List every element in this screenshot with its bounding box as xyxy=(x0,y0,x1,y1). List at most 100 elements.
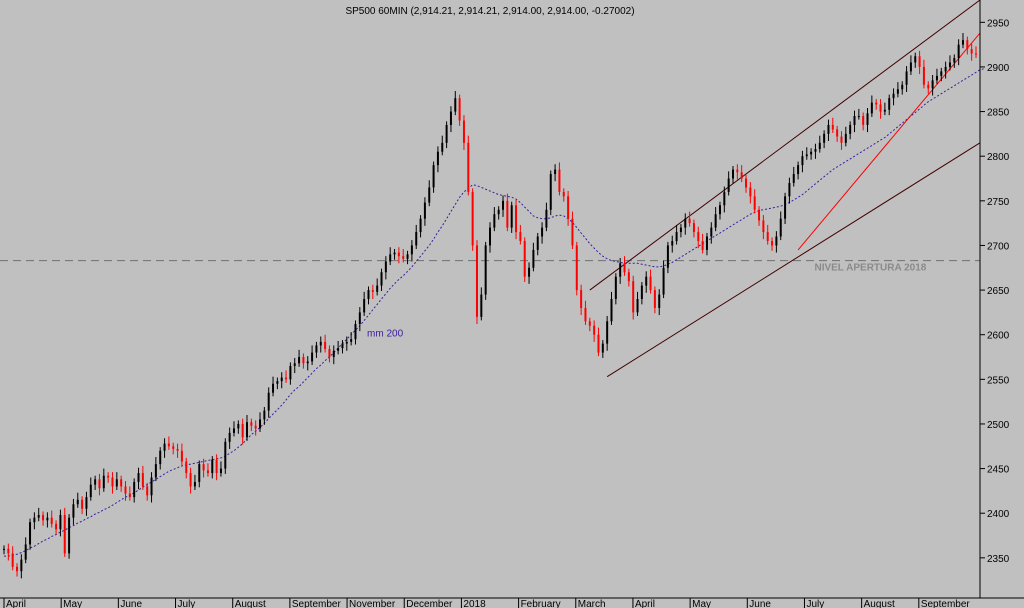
candle-body-78 xyxy=(341,343,344,349)
candle-body-88 xyxy=(384,261,387,273)
x-tick-label-7: December xyxy=(406,599,453,608)
candle-body-39 xyxy=(172,446,175,449)
candle-body-170 xyxy=(740,172,743,179)
x-tick-label-15: August xyxy=(864,599,895,608)
candle-body-37 xyxy=(163,443,166,451)
candle-body-101 xyxy=(441,142,444,152)
candle-body-109 xyxy=(475,245,478,317)
candle-body-85 xyxy=(371,290,374,292)
candle-body-171 xyxy=(745,178,748,188)
x-tick-label-6: November xyxy=(349,599,396,608)
candle-body-129 xyxy=(562,191,565,197)
candle-body-106 xyxy=(462,120,465,143)
candle-body-7 xyxy=(33,517,36,523)
y-tick-label-9: 2800 xyxy=(987,152,1010,163)
candle-body-219 xyxy=(953,58,956,63)
candle-body-207 xyxy=(901,84,904,90)
candle-body-190 xyxy=(827,124,830,134)
candle-body-148 xyxy=(645,276,648,286)
candle-body-91 xyxy=(397,252,400,257)
candle-body-149 xyxy=(649,276,652,291)
candle-body-63 xyxy=(276,381,279,384)
candle-body-82 xyxy=(358,312,361,324)
candle-body-114 xyxy=(497,209,500,215)
moving-average-200 xyxy=(4,68,985,557)
candle-body-139 xyxy=(606,321,609,344)
annotation-0: mm 200 xyxy=(367,328,404,339)
candle-body-76 xyxy=(332,350,335,358)
candle-body-60 xyxy=(263,410,266,420)
candle-body-40 xyxy=(176,448,179,451)
candle-body-74 xyxy=(324,341,327,349)
candle-body-87 xyxy=(380,272,383,286)
candle-body-59 xyxy=(259,419,262,429)
x-tick-label-8: 2018 xyxy=(463,599,486,608)
candle-body-185 xyxy=(805,154,808,157)
candle-body-54 xyxy=(237,423,240,429)
candle-body-46 xyxy=(202,464,205,471)
candle-body-134 xyxy=(584,307,587,322)
candle-body-204 xyxy=(888,98,891,110)
candle-body-57 xyxy=(250,422,253,426)
candle-body-147 xyxy=(640,285,643,299)
candle-body-100 xyxy=(436,151,439,166)
candle-body-177 xyxy=(771,240,774,246)
trendline-support xyxy=(797,32,981,251)
candle-body-217 xyxy=(944,66,947,72)
candle-body-53 xyxy=(232,428,235,433)
candle-body-218 xyxy=(948,62,951,67)
x-tick-label-5: September xyxy=(292,599,342,608)
candle-body-113 xyxy=(493,214,496,228)
candle-body-41 xyxy=(180,450,183,462)
candle-body-115 xyxy=(502,200,505,210)
candle-body-140 xyxy=(610,299,613,322)
y-tick-label-8: 2750 xyxy=(987,197,1010,208)
candle-body-145 xyxy=(632,281,635,313)
candle-body-152 xyxy=(662,267,665,295)
x-tick-label-3: July xyxy=(178,599,196,608)
y-tick-label-2: 2450 xyxy=(987,465,1010,476)
candle-body-158 xyxy=(688,218,691,224)
candle-body-172 xyxy=(749,187,752,197)
candle-body-213 xyxy=(927,84,930,89)
candle-body-45 xyxy=(198,464,201,482)
candle-body-27 xyxy=(120,479,123,487)
candle-body-130 xyxy=(567,196,570,219)
candle-body-15 xyxy=(68,517,71,554)
candle-body-6 xyxy=(29,522,32,545)
candle-body-3 xyxy=(16,566,19,572)
candle-body-161 xyxy=(701,240,704,250)
candle-body-174 xyxy=(758,209,761,221)
candle-body-25 xyxy=(111,477,114,487)
candle-body-94 xyxy=(410,245,413,255)
candle-body-203 xyxy=(883,109,886,112)
candle-body-191 xyxy=(831,124,834,130)
candle-body-173 xyxy=(753,196,756,210)
candle-body-183 xyxy=(797,165,800,175)
x-tick-label-9: February xyxy=(521,599,561,608)
y-tick-label-6: 2650 xyxy=(987,286,1010,297)
candle-body-181 xyxy=(788,182,791,197)
candlesticks xyxy=(3,33,977,579)
candle-body-220 xyxy=(957,44,960,59)
candle-body-80 xyxy=(350,339,353,342)
candle-body-79 xyxy=(345,341,348,344)
candle-body-77 xyxy=(337,348,340,351)
candle-body-133 xyxy=(580,290,583,308)
candle-body-153 xyxy=(666,245,669,268)
candle-body-164 xyxy=(714,214,717,228)
candle-body-131 xyxy=(571,218,574,246)
y-tick-label-7: 2700 xyxy=(987,241,1010,252)
candle-body-196 xyxy=(853,116,856,125)
candle-body-8 xyxy=(37,514,40,518)
candle-body-70 xyxy=(306,361,309,364)
candle-body-143 xyxy=(623,263,626,273)
candle-body-107 xyxy=(467,142,470,192)
candle-body-175 xyxy=(762,220,765,233)
candle-body-93 xyxy=(406,254,409,259)
candle-body-211 xyxy=(918,56,921,67)
candle-body-64 xyxy=(280,377,283,382)
candle-body-123 xyxy=(536,236,539,250)
candle-body-104 xyxy=(454,98,457,112)
annotations: mm 200 NIVEL APERTURA 2018 xyxy=(367,262,927,339)
